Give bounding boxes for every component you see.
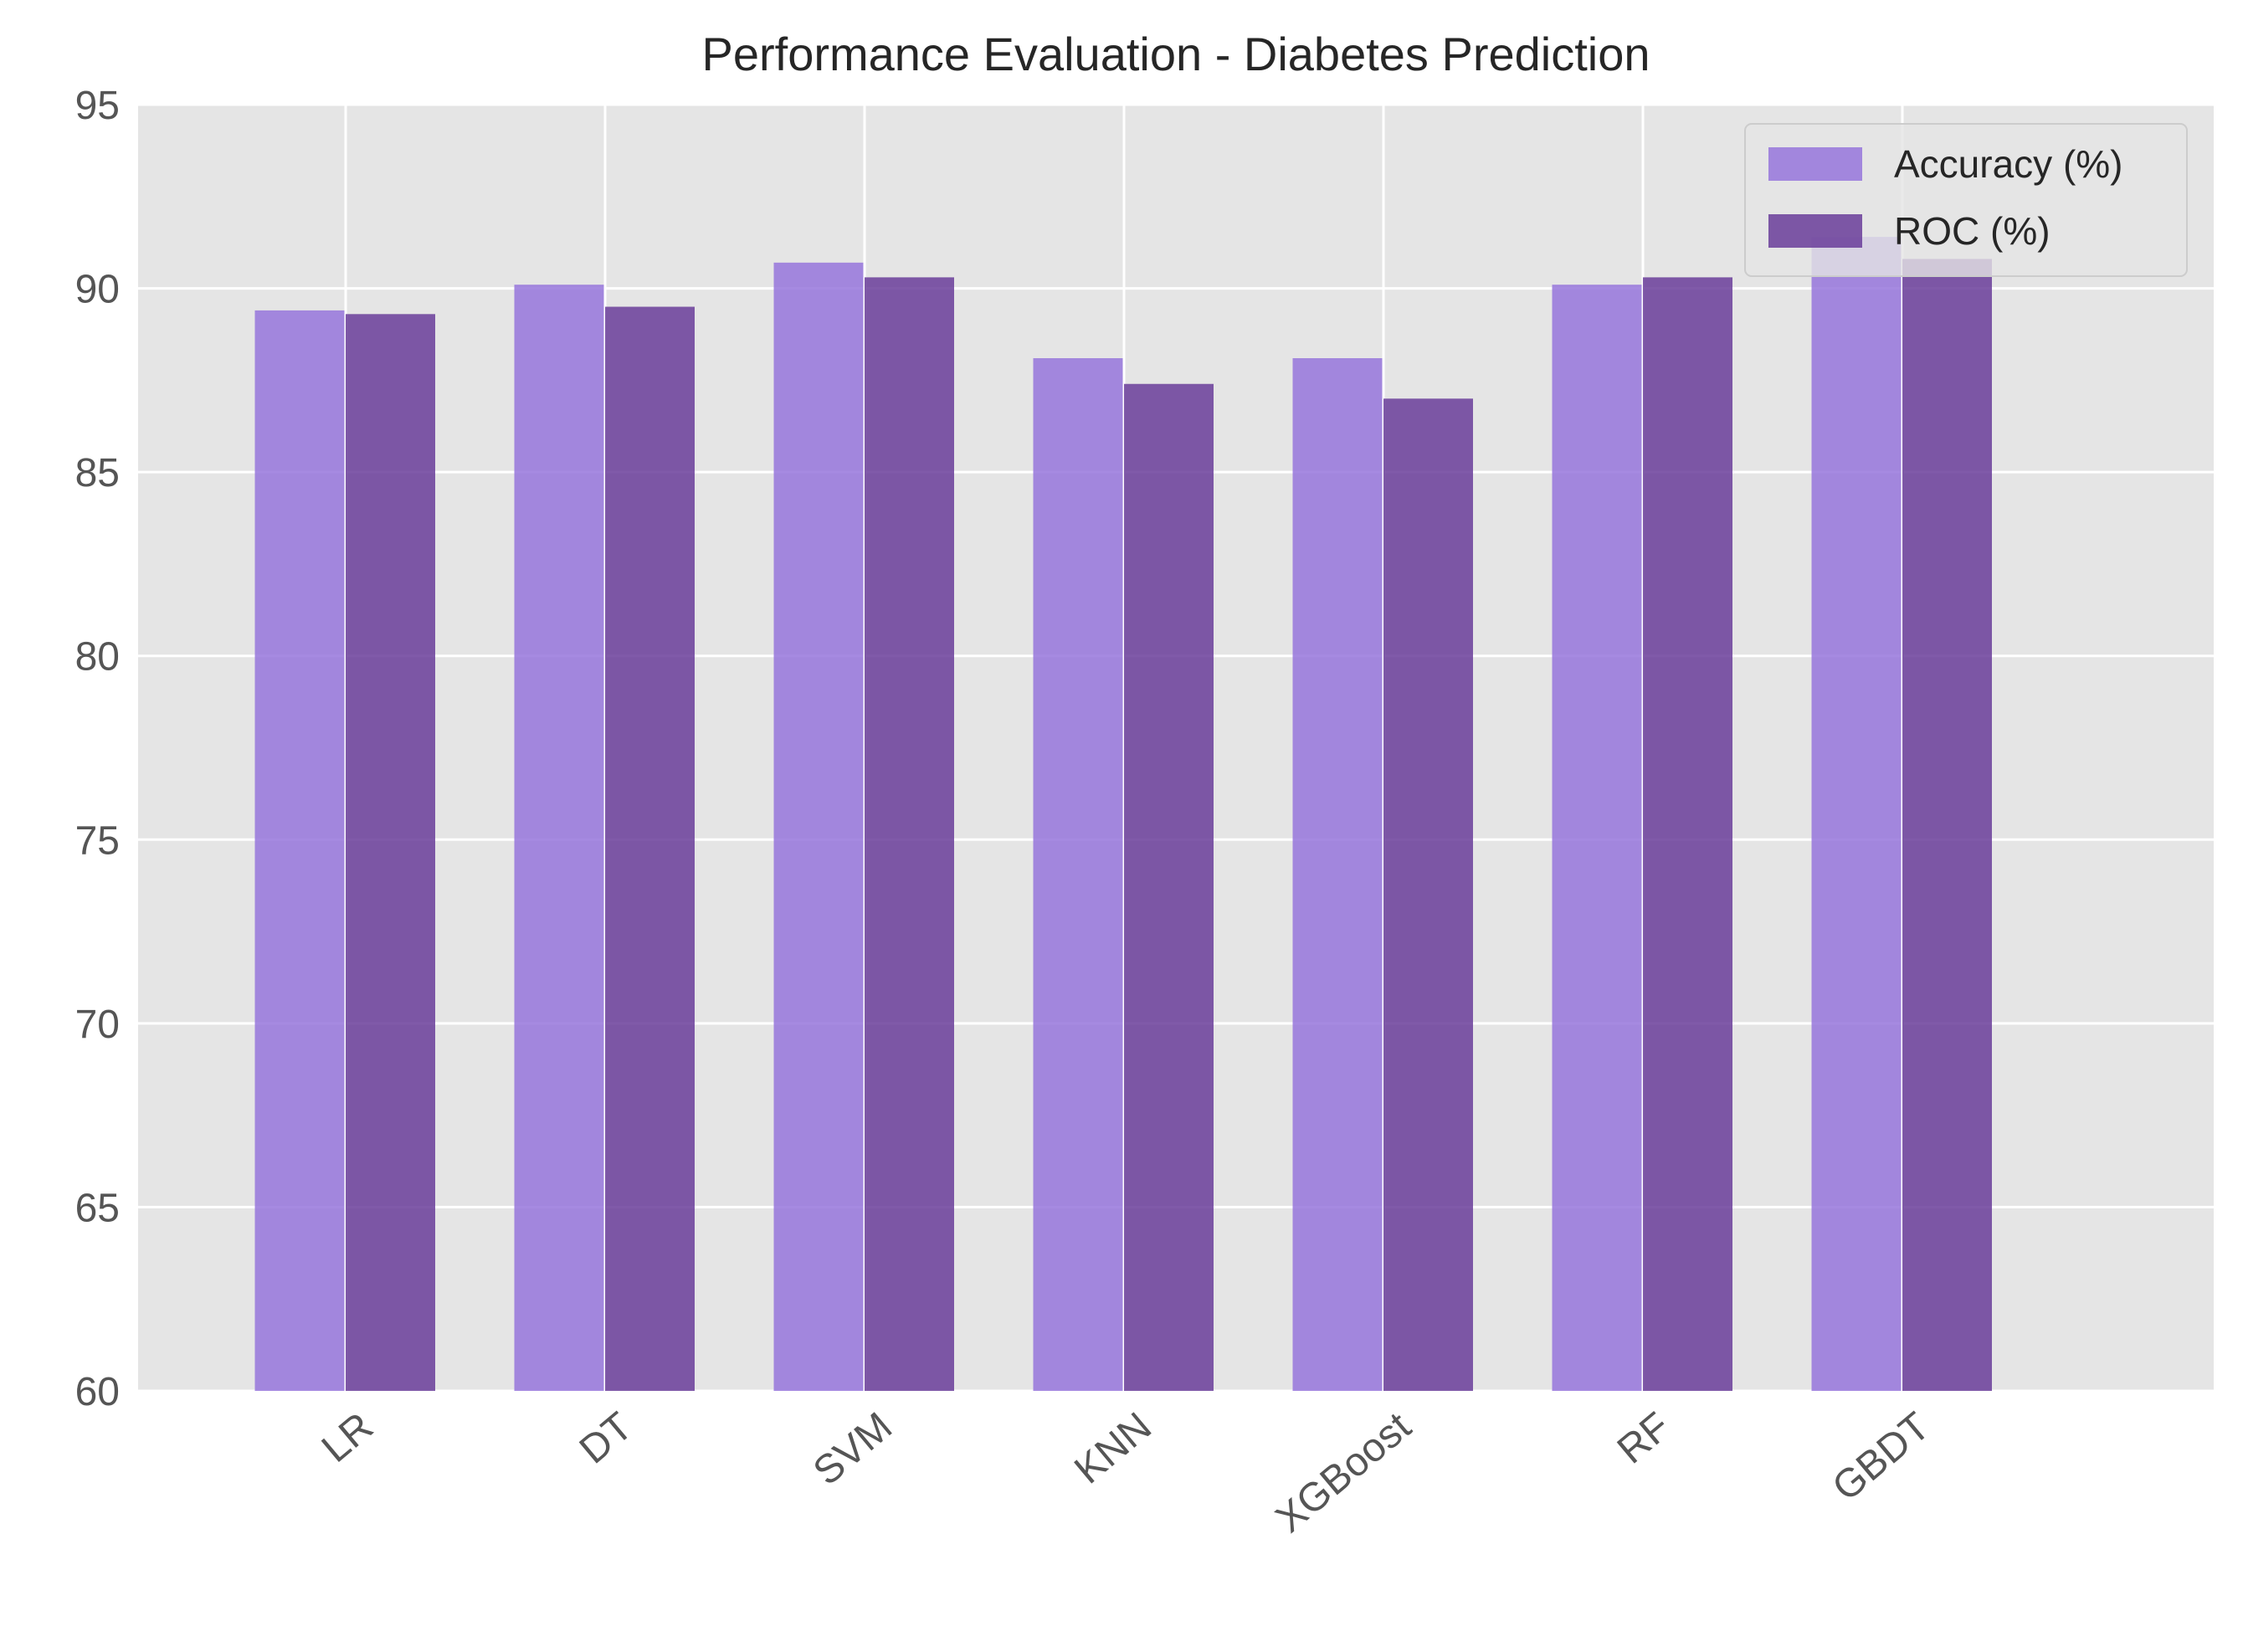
bar-roc-rf — [1643, 277, 1732, 1391]
bars — [254, 237, 1992, 1392]
y-tick-label: 65 — [75, 1186, 120, 1230]
bar-accuracy-knn — [1033, 358, 1123, 1392]
y-tick-label: 70 — [75, 1003, 120, 1047]
bar-roc-gbdt — [1902, 259, 1992, 1392]
bar-roc-svm — [865, 277, 954, 1391]
y-axis-ticks: 60 65 70 75 80 85 90 95 — [75, 84, 120, 1414]
y-tick-label: 85 — [75, 451, 120, 495]
bar-roc-knn — [1124, 383, 1214, 1392]
legend-label-roc: ROC (%) — [1894, 209, 2051, 253]
bar-accuracy-dt — [514, 285, 604, 1392]
legend-swatch-accuracy — [1768, 147, 1862, 181]
bar-accuracy-gbdt — [1811, 237, 1902, 1391]
bar-accuracy-lr — [254, 310, 345, 1391]
legend-swatch-roc — [1768, 214, 1862, 248]
y-tick-label: 60 — [75, 1370, 120, 1414]
bar-roc-dt — [605, 306, 695, 1391]
bar-accuracy-rf — [1552, 285, 1642, 1392]
bar-accuracy-xgboost — [1292, 358, 1383, 1392]
bar-roc-xgboost — [1383, 398, 1473, 1391]
legend-label-accuracy: Accuracy (%) — [1894, 142, 2122, 186]
chart-title: Performance Evaluation - Diabetes Predic… — [701, 28, 1650, 80]
bar-roc-lr — [346, 314, 435, 1392]
y-tick-label: 80 — [75, 635, 120, 680]
bar-accuracy-svm — [773, 262, 864, 1391]
y-tick-label: 75 — [75, 818, 120, 863]
legend: Accuracy (%) ROC (%) — [1744, 123, 2188, 277]
y-tick-label: 90 — [75, 268, 120, 312]
y-tick-label: 95 — [75, 84, 120, 128]
